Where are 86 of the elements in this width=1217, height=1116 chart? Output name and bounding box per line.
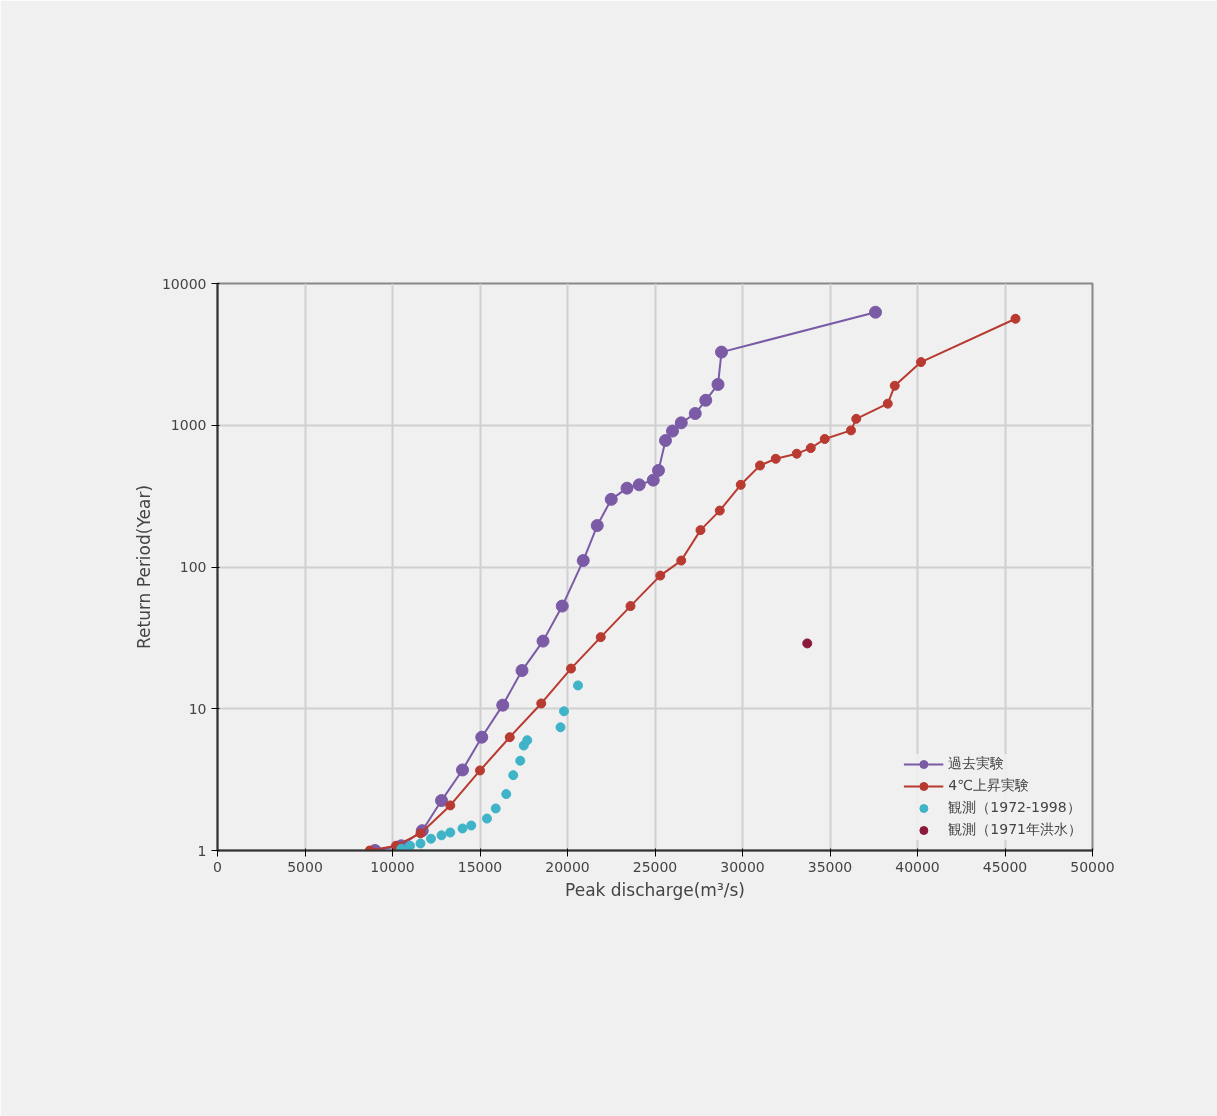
x-tick-label: 15000: [457, 858, 503, 875]
point: [466, 820, 477, 831]
legend-label: 4℃上昇実験: [948, 777, 1029, 795]
point: [714, 505, 725, 516]
point: [496, 698, 510, 712]
point: [1010, 313, 1021, 324]
point: [770, 453, 781, 464]
point: [646, 473, 660, 487]
point: [659, 434, 672, 448]
point: [576, 554, 590, 568]
point: [566, 663, 576, 674]
point: [755, 460, 765, 471]
point: [508, 770, 519, 781]
point: [632, 478, 646, 492]
point: [595, 632, 606, 643]
point: [802, 638, 813, 649]
y-axis-title: Return Period(Year): [133, 484, 154, 650]
point: [666, 424, 679, 438]
point: [522, 735, 533, 746]
x-tick-label: 45000: [982, 858, 1028, 875]
x-tick-label: 40000: [895, 858, 940, 875]
point: [559, 706, 569, 717]
point: [515, 755, 526, 766]
x-tick-label: 50000: [1070, 858, 1115, 875]
point: [396, 843, 407, 851]
point: [435, 794, 448, 808]
point: [916, 357, 926, 368]
y-tick-label: 1000: [170, 417, 207, 434]
x-tick-label: 35000: [807, 858, 853, 875]
point: [846, 425, 856, 436]
y-tick-label: 10: [188, 700, 207, 717]
point: [735, 479, 746, 490]
point: [475, 730, 489, 744]
point: [655, 570, 666, 581]
point: [490, 803, 501, 814]
point: [415, 828, 426, 839]
point: [536, 634, 550, 648]
y-tick-label: 1: [197, 842, 207, 859]
x-tick-label: 20000: [545, 858, 590, 875]
point: [715, 345, 728, 359]
point: [482, 813, 492, 824]
point: [791, 448, 802, 459]
point: [882, 398, 893, 409]
legend-label: 観測（1972-1998）: [948, 799, 1081, 817]
point: [851, 413, 862, 424]
point: [445, 827, 456, 838]
x-tick-label: 5000: [287, 858, 323, 875]
point: [805, 443, 816, 454]
point: [515, 664, 529, 678]
point: [625, 601, 636, 612]
point: [555, 722, 566, 733]
point: [501, 789, 512, 800]
x-tick-label: 25000: [632, 858, 678, 875]
point: [457, 823, 468, 834]
point: [504, 732, 515, 743]
point: [445, 800, 456, 811]
point: [426, 833, 436, 844]
point: [573, 680, 583, 691]
x-tick-label: 0: [213, 858, 222, 875]
point: [620, 481, 634, 495]
point: [819, 434, 830, 444]
x-tick-label: 30000: [720, 858, 765, 875]
point: [869, 305, 882, 319]
point: [652, 463, 665, 477]
point: [436, 830, 447, 841]
point: [889, 380, 900, 391]
point: [475, 765, 485, 776]
point: [555, 599, 569, 613]
point: [590, 519, 604, 533]
point: [711, 377, 725, 391]
point: [676, 555, 687, 566]
x-tick-label: 10000: [370, 858, 415, 875]
x-axis-title: Peak discharge(m³/s): [565, 879, 745, 900]
point: [456, 763, 469, 777]
point: [536, 698, 547, 709]
point: [699, 393, 713, 407]
point: [604, 492, 618, 506]
point: [688, 407, 702, 420]
y-tick-label: 10000: [161, 275, 207, 292]
legend-label: 観測（1971年洪水）: [948, 821, 1082, 839]
y-tick-label: 100: [179, 559, 207, 575]
legend-label: 過去実験: [948, 755, 1005, 773]
point: [415, 838, 426, 849]
point: [695, 525, 706, 536]
point: [674, 416, 688, 430]
point: [405, 840, 415, 851]
